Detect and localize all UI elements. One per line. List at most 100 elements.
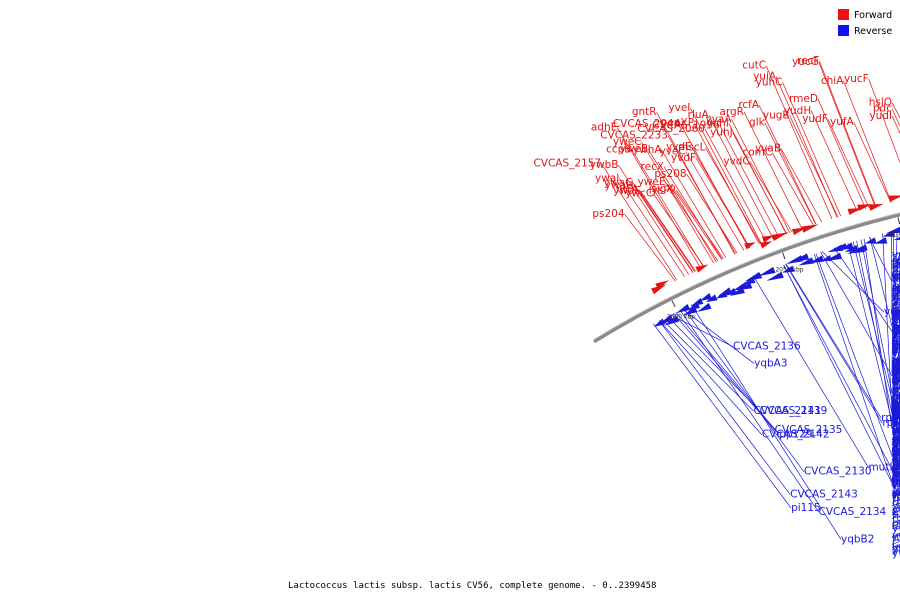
- reverse-gene-label: rplO: [892, 465, 900, 477]
- forward-gene-label: lysP2: [649, 184, 677, 196]
- reverse-gene-label: ps130: [892, 308, 900, 320]
- reverse-gene-label: CVCAS_2228: [892, 507, 900, 519]
- reverse-gene-label: CVCAS_2229: [892, 520, 900, 532]
- reverse-gene-label: CVCAS_2110: [892, 364, 900, 376]
- reverse-gene-label: CVCAS_2149: [892, 360, 900, 372]
- reverse-gene-label: glnR: [892, 462, 900, 474]
- forward-gene-label: CVCAS_2060: [637, 123, 705, 135]
- forward-gene-label: CVCAS_2044: [613, 118, 681, 130]
- gene-leader-line: [682, 308, 755, 364]
- reverse-gene-label: thrC: [892, 365, 900, 377]
- reverse-gene-label: yvdB: [892, 489, 900, 501]
- reverse-gene-label: gntZ: [892, 391, 900, 403]
- scale-tick-label: 2050 kbp: [775, 266, 803, 273]
- reverse-gene-label: rpsJ: [892, 472, 900, 484]
- reverse-gene-label: lacZ: [892, 403, 900, 415]
- reverse-gene-label: yujC: [892, 370, 900, 382]
- reverse-gene-label: ackA1: [892, 409, 900, 421]
- forward-gene-label: yuhJ: [710, 127, 733, 139]
- reverse-gene-label: CVCAS_2130: [804, 466, 872, 478]
- forward-gene-label: yudI: [869, 110, 892, 122]
- reverse-gene-label: snf: [892, 445, 900, 457]
- reverse-gene-label: proS: [892, 443, 900, 455]
- reverse-gene-label: pheS: [892, 395, 900, 407]
- reverse-gene-label: yqbB2: [841, 533, 874, 545]
- reverse-gene-label: CVCAS_2117: [892, 406, 900, 418]
- forward-gene-label: yuhC: [756, 76, 783, 88]
- reverse-gene-label: polA: [892, 362, 900, 374]
- reverse-gene-label: galT: [892, 439, 900, 451]
- reverse-gene-label: yufC: [892, 324, 900, 336]
- forward-gene-label: glk: [749, 116, 766, 128]
- reverse-gene-label: CVCAS_2137: [892, 376, 900, 388]
- gene-leader-line: [647, 148, 717, 263]
- gene-leader-line: [679, 309, 819, 513]
- reverse-gene-label: arcB2: [892, 455, 900, 467]
- gene-leader-line: [704, 128, 767, 242]
- forward-gene-label: yucF: [844, 73, 869, 85]
- reverse-gene-label: CVCAS_2003: [892, 311, 900, 323]
- gene-leader-line: [749, 161, 793, 233]
- reverse-gene-label: yviH: [892, 396, 900, 408]
- forward-gene-label: yuiA: [753, 71, 777, 83]
- reverse-gene-label: zitS: [892, 308, 900, 320]
- forward-gene-arrow: [761, 235, 775, 243]
- reverse-gene-label: rplE: [892, 283, 900, 295]
- reverse-gene-label: rplP: [892, 454, 900, 466]
- gene-leader-line: [676, 190, 724, 260]
- reverse-gene-label: comGF: [892, 339, 900, 351]
- reverse-gene-label: CVCAS_2113: [892, 463, 900, 475]
- reverse-gene-label: yugA: [892, 393, 900, 405]
- reverse-gene-label: tsf: [892, 478, 900, 490]
- reverse-gene-arrow: [808, 255, 824, 264]
- reverse-gene-arrow: [676, 304, 691, 314]
- reverse-gene-label: yuiC: [892, 454, 900, 466]
- reverse-gene-label: CVCAS_2127: [892, 394, 900, 406]
- reverse-gene-label: comGA: [892, 392, 900, 404]
- reverse-gene-label: pi115: [791, 502, 821, 514]
- forward-gene-label: rluA: [688, 109, 710, 121]
- forward-gene-label: cutC: [742, 60, 766, 72]
- reverse-gene-arrow: [740, 282, 753, 290]
- reverse-gene-label: mutL: [868, 462, 895, 474]
- reverse-gene-label: dpsA: [892, 332, 900, 344]
- forward-gene-label: gntR: [632, 106, 657, 118]
- reverse-gene-label: rpsM: [892, 497, 900, 509]
- gene-leader-line: [728, 123, 787, 235]
- reverse-gene-label: ywiI: [892, 442, 900, 454]
- reverse-gene-arrow: [653, 318, 666, 327]
- forward-gene-arrow: [857, 204, 872, 211]
- reverse-gene-arrow: [864, 237, 877, 244]
- forward-gene-label: ccpB: [606, 143, 631, 155]
- backbone-highlight: [592, 212, 900, 341]
- reverse-gene-arrow: [766, 271, 784, 281]
- reverse-gene-label: yuhB: [892, 434, 900, 446]
- gene-leader-line: [891, 231, 893, 320]
- gene-leader-line: [891, 108, 900, 127]
- reverse-gene-label: CVCAS_2126: [892, 361, 900, 373]
- scale-tick: [782, 252, 786, 260]
- forward-gene-label: yveI: [668, 102, 690, 114]
- gene-leader-line: [882, 233, 893, 414]
- reverse-gene-label: ywiG: [892, 547, 900, 559]
- reverse-gene-arrow: [824, 252, 843, 262]
- gene-leader-line: [661, 149, 727, 258]
- leader-lines: [600, 60, 900, 554]
- forward-gene-arrow: [888, 195, 900, 202]
- reverse-gene-label: zitP: [892, 344, 900, 356]
- reverse-gene-arrow: [785, 255, 804, 265]
- reverse-gene-arrow: [893, 237, 900, 241]
- forward-gene-arrow: [801, 224, 819, 233]
- reverse-gene-label: yvdA: [892, 445, 900, 457]
- forward-gene-label: yuhI: [706, 118, 729, 130]
- reverse-gene-label: CVCAS_2150: [892, 359, 900, 371]
- reverse-gene-label: rplA: [892, 356, 900, 368]
- reverse-gene-label: yuaB: [892, 394, 900, 406]
- reverse-gene-label: comGD: [892, 487, 900, 499]
- forward-gene-label: CVCAS_2233: [600, 129, 668, 141]
- reverse-gene-label: ypbE2: [892, 340, 900, 352]
- reverse-gene-label: yuaD: [892, 402, 900, 414]
- reverse-gene-label: yuaA: [892, 374, 900, 386]
- reverse-gene-label: CVCAS_2106: [892, 324, 900, 336]
- reverse-gene-label: pp401: [892, 469, 900, 481]
